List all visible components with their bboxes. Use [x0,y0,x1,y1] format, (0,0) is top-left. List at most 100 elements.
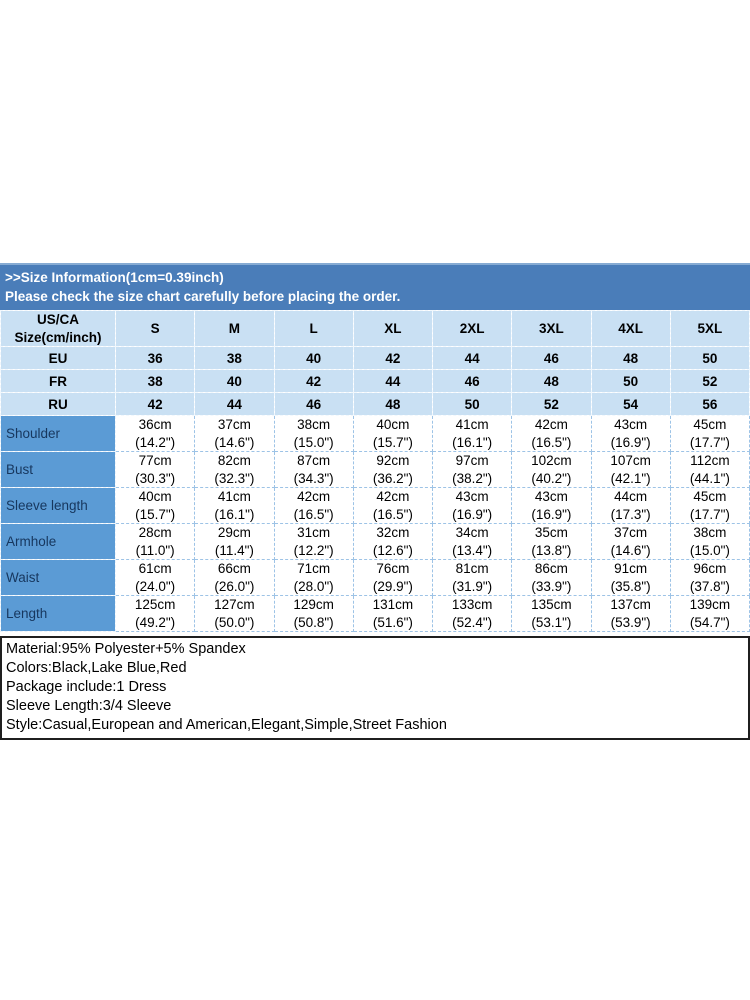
region-size-cell: 38 [194,346,275,370]
measurement-row-label: Armhole [0,523,116,560]
measurement-value-cell: 71cm (28.0") [273,559,354,596]
measurement-value-cell: 77cm (30.3") [114,451,196,488]
measurement-value-cell: 43cm (16.9") [511,487,592,524]
measurement-row-label: Shoulder [0,415,116,452]
measurement-value-cell: 40cm (15.7") [352,415,434,452]
region-size-cell: 50 [669,346,750,370]
product-info-box: Material:95% Polyester+5% Spandex Colors… [0,636,750,740]
size-column-header: S [114,310,196,347]
measurement-value-cell: 102cm (40.2") [511,451,592,488]
measurement-row: Sleeve length 40cm (15.7") 41cm (16.1") 42cm(… [0,487,750,524]
region-size-cell: 36 [114,346,196,370]
region-row: FR 38 40 42 44 46 48 50 52 [0,369,750,393]
region-size-cell: 42 [352,346,434,370]
size-column-header: L [273,310,354,347]
measurement-value-cell: 31cm (12.2") [273,523,354,560]
size-chart-table: US/CA Size(cm/inch) S M L XL 2XL 3XL 4XL 5XL EU 36 3… [0,310,750,632]
region-row: RU 42 44 46 48 50 52 54 56 [0,392,750,416]
measurement-value-cell: 91cm (35.8") [590,559,671,596]
measurement-value-cell: 37cm (14.6") [590,523,671,560]
region-size-cell: 52 [669,369,750,393]
region-row-label: EU [0,346,116,370]
measurement-value-cell: 112cm (44.1") [669,451,750,488]
measurement-value-cell: 45cm (17.7") [669,415,750,452]
region-size-cell: 52 [511,392,592,416]
region-size-cell: 42 [273,369,354,393]
size-header-row: US/CA Size(cm/inch) S M L XL 2XL 3XL 4XL 5XL [0,310,750,347]
size-column-header: 3XL [511,310,592,347]
product-info-line-style: Style:Casual,European and American,Elega… [6,717,447,733]
measurement-value-cell: 42cm (16.5") [511,415,592,452]
measurement-value-cell: 38cm (15.0") [273,415,354,452]
measurement-value-cell: 61cm (24.0") [114,559,196,596]
measurement-value-cell: 41cm (16.1") [431,415,513,452]
measurement-value-cell: 38cm (15.0") [669,523,750,560]
region-size-cell: 46 [511,346,592,370]
corner-header: US/CA Size(cm/inch) [0,310,116,347]
measurement-value-cell: 137cm (53.9") [590,595,671,632]
measurement-value-cell: 133cm (52.4") [431,595,513,632]
measurement-value-cell: 97cm (38.2") [431,451,513,488]
size-column-header: 5XL [669,310,750,347]
banner-subtitle: Please check the size chart carefully be… [5,289,401,304]
region-size-cell: 50 [431,392,513,416]
size-column-header: 2XL [431,310,513,347]
measurement-value-cell: 87cm (34.3") [273,451,354,488]
measurement-value-cell: 82cm (32.3") [194,451,275,488]
measurement-value-cell: 129cm (50.8") [273,595,354,632]
measurement-value-cell: 92cm (36.2") [352,451,434,488]
banner-title: >>Size Information(1cm=0.39inch) [5,270,224,285]
measurement-value-cell: 76cm (29.9") [352,559,434,596]
measurement-value-cell: 36cm (14.2") [114,415,196,452]
region-size-cell: 56 [669,392,750,416]
measurement-value-cell: 96cm (37.8") [669,559,750,596]
measurement-value-cell: 42cm (16.5") [352,487,434,524]
measurement-value-cell: 43cm (16.9") [431,487,513,524]
measurement-value-cell: 135cm (53.1") [511,595,592,632]
region-size-cell: 40 [273,346,354,370]
size-column-header: XL [352,310,434,347]
region-size-cell: 38 [114,369,196,393]
region-size-cell: 54 [590,392,671,416]
measurement-row: Waist 61cm (24.0") 66cm (26.0") 71cm (28.0") 76… [0,559,750,596]
measurement-value-cell: 42cm (16.5") [273,487,354,524]
region-size-cell: 44 [431,346,513,370]
measurement-value-cell: 35cm (13.8") [511,523,592,560]
measurement-row: Shoulder 36cm (14.2") 37cm (14.6") 38cm (15.0"… [0,415,750,452]
measurement-row-label: Waist [0,559,116,596]
region-size-cell: 48 [352,392,434,416]
measurement-row: Armhole 28cm (11.0") 29cm (11.4") 31cm (12.2")… [0,523,750,560]
product-info-line-material: Material:95% Polyester+5% Spandex [6,641,246,657]
measurement-value-cell: 66cm (26.0") [194,559,275,596]
measurement-value-cell: 43cm (16.9") [590,415,671,452]
measurement-value-cell: 40cm (15.7") [114,487,196,524]
measurement-value-cell: 81cm (31.9") [431,559,513,596]
measurement-value-cell: 139cm (54.7") [669,595,750,632]
measurement-value-cell: 127cm (50.0") [194,595,275,632]
size-info-banner: >>Size Information(1cm=0.39inch) Please … [0,263,750,310]
product-info-line-package: Package include:1 Dress [6,679,167,695]
measurement-value-cell: 29cm (11.4") [194,523,275,560]
size-column-header: 4XL [590,310,671,347]
measurement-value-cell: 107cm (42.1") [590,451,671,488]
measurement-value-cell: 86cm (33.9") [511,559,592,596]
region-size-cell: 50 [590,369,671,393]
measurement-value-cell: 34cm (13.4") [431,523,513,560]
measurement-value-cell: 45cm (17.7") [669,487,750,524]
region-size-cell: 40 [194,369,275,393]
measurement-value-cell: 28cm (11.0") [114,523,196,560]
product-info-line-sleeve: Sleeve Length:3/4 Sleeve [6,698,172,714]
measurement-value-cell: 32cm (12.6") [352,523,434,560]
measurement-row: Length 125cm (49.2") 127cm (50.0") 129cm (50.8… [0,595,750,632]
region-row-label: RU [0,392,116,416]
region-size-cell: 46 [431,369,513,393]
measurement-row-label: Length [0,595,116,632]
measurement-value-cell: 125cm (49.2") [114,595,196,632]
measurement-value-cell: 131cm (51.6") [352,595,434,632]
measurement-value-cell: 37cm (14.6") [194,415,275,452]
region-size-cell: 48 [511,369,592,393]
size-column-header: M [194,310,275,347]
product-info-line-colors: Colors:Black,Lake Blue,Red [6,660,187,676]
region-size-cell: 44 [194,392,275,416]
region-size-cell: 48 [590,346,671,370]
